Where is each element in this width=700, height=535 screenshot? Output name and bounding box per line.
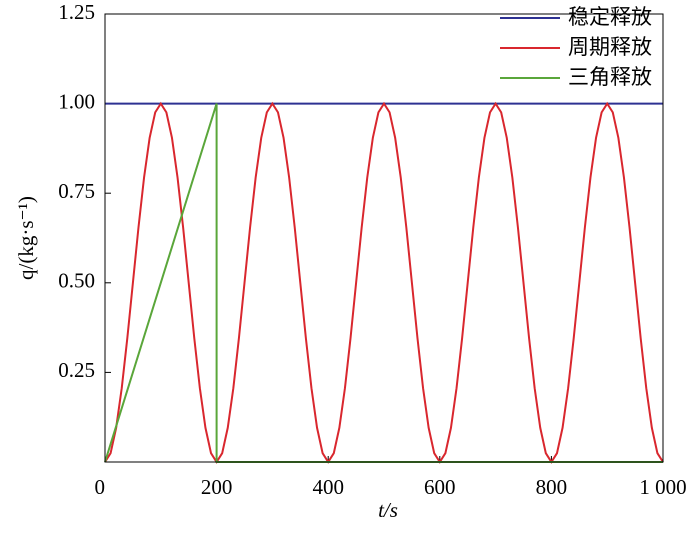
- legend-label: 三角释放: [568, 65, 652, 89]
- x-tick-label: 200: [201, 475, 233, 499]
- legend-label: 稳定释放: [568, 5, 652, 29]
- x-tick-label: 800: [536, 475, 568, 499]
- y-tick-label: 1.25: [58, 0, 95, 24]
- y-tick-label: 0.25: [58, 358, 95, 382]
- x-tick-label: 400: [312, 475, 344, 499]
- y-tick-label: 0.50: [58, 269, 95, 293]
- y-tick-label: 0.75: [58, 179, 95, 203]
- plot-frame: [104, 13, 664, 463]
- x-tick-label: 600: [424, 475, 456, 499]
- x-axis-title: t/s: [378, 498, 398, 522]
- legend-label: 周期释放: [568, 35, 652, 59]
- x-tick-label: 1 000: [639, 475, 686, 499]
- series-line: [104, 101, 664, 464]
- x-tick-label: 0: [95, 475, 106, 499]
- y-axis-title: q/(kg·s⁻¹): [14, 196, 38, 280]
- y-tick-label: 1.00: [58, 89, 95, 113]
